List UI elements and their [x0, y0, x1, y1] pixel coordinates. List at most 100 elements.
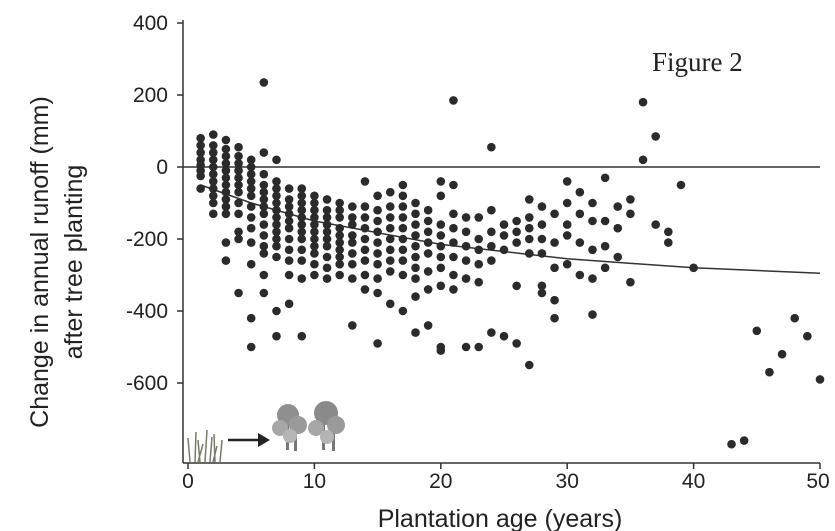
- data-point: [777, 349, 787, 359]
- data-point: [461, 227, 471, 237]
- data-point: [310, 270, 319, 280]
- data-point: [537, 249, 547, 258]
- data-point: [208, 155, 218, 165]
- data-point: [411, 231, 420, 240]
- data-point: [411, 274, 420, 283]
- data-point: [449, 285, 458, 294]
- data-point: [221, 256, 231, 265]
- data-point: [537, 220, 547, 229]
- data-point: [272, 331, 281, 341]
- y-axis-title-line1: Change in annual runoff (mm): [26, 96, 54, 428]
- data-point: [297, 184, 307, 193]
- data-point: [259, 231, 269, 240]
- trees-icon: [272, 401, 345, 451]
- data-point: [436, 220, 446, 229]
- data-point: [575, 238, 585, 247]
- data-point: [221, 166, 231, 175]
- data-point: [246, 238, 256, 247]
- data-point: [398, 245, 408, 255]
- data-point: [272, 198, 281, 208]
- data-point: [360, 270, 370, 280]
- data-point: [449, 238, 458, 247]
- data-point: [297, 198, 307, 208]
- data-point: [651, 132, 660, 141]
- data-point: [234, 288, 243, 298]
- y-tick-label: -200: [126, 228, 168, 251]
- data-point: [310, 213, 319, 222]
- data-point: [335, 238, 344, 247]
- data-point: [385, 256, 395, 265]
- data-point: [234, 234, 243, 244]
- data-point: [499, 331, 509, 341]
- data-point: [790, 313, 800, 323]
- data-point: [234, 209, 243, 219]
- data-point: [449, 252, 458, 262]
- data-point: [310, 191, 319, 201]
- data-point: [348, 213, 357, 222]
- data-point: [348, 274, 357, 283]
- y-axis-title-line2: after tree planting: [60, 165, 88, 360]
- data-point: [436, 252, 446, 262]
- data-point: [373, 249, 382, 258]
- data-point: [310, 220, 319, 229]
- data-point: [221, 173, 231, 183]
- data-point: [588, 216, 597, 226]
- data-point: [474, 234, 484, 244]
- data-point: [373, 227, 382, 237]
- data-point: [335, 270, 344, 280]
- data-point: [398, 202, 408, 211]
- data-point: [221, 151, 231, 161]
- data-point: [284, 209, 294, 219]
- data-point: [246, 155, 256, 165]
- data-point: [600, 263, 610, 273]
- data-point: [512, 238, 521, 247]
- data-point: [246, 313, 256, 323]
- data-point: [322, 213, 332, 222]
- data-point: [373, 288, 382, 298]
- y-tick-label: 200: [133, 84, 168, 107]
- data-point: [423, 321, 433, 330]
- data-point: [487, 205, 496, 215]
- data-point: [259, 202, 269, 211]
- data-point: [550, 263, 559, 273]
- data-point: [803, 331, 812, 341]
- data-point: [335, 223, 344, 233]
- data-point: [411, 209, 420, 219]
- data-point: [360, 213, 370, 222]
- data-point: [272, 220, 281, 229]
- data-point: [360, 234, 370, 244]
- figure-label: Figure 2: [652, 47, 743, 77]
- data-point: [335, 259, 344, 269]
- data-point: [322, 205, 332, 215]
- data-point: [436, 241, 446, 251]
- data-point: [196, 133, 205, 143]
- data-point: [322, 234, 332, 244]
- data-point: [208, 198, 218, 208]
- data-point: [575, 187, 585, 197]
- data-point: [310, 234, 319, 244]
- data-point: [297, 245, 307, 255]
- data-point: [310, 241, 319, 251]
- data-point: [815, 375, 825, 384]
- data-point: [398, 306, 408, 316]
- data-point: [449, 96, 458, 105]
- data-point: [196, 148, 205, 157]
- data-point: [221, 135, 231, 145]
- data-point: [234, 187, 243, 197]
- plot-area: [182, 20, 820, 464]
- data-point: [487, 256, 496, 265]
- data-point: [474, 245, 484, 255]
- data-point: [411, 252, 420, 262]
- data-point: [259, 78, 269, 87]
- data-point: [461, 274, 471, 283]
- data-point: [297, 331, 307, 341]
- data-point: [234, 198, 243, 208]
- data-point: [221, 195, 231, 204]
- data-point: [588, 310, 597, 319]
- data-point: [297, 213, 307, 222]
- data-point: [626, 209, 635, 219]
- data-point: [373, 216, 382, 226]
- y-tick-label: 0: [156, 156, 168, 179]
- data-point: [537, 234, 547, 244]
